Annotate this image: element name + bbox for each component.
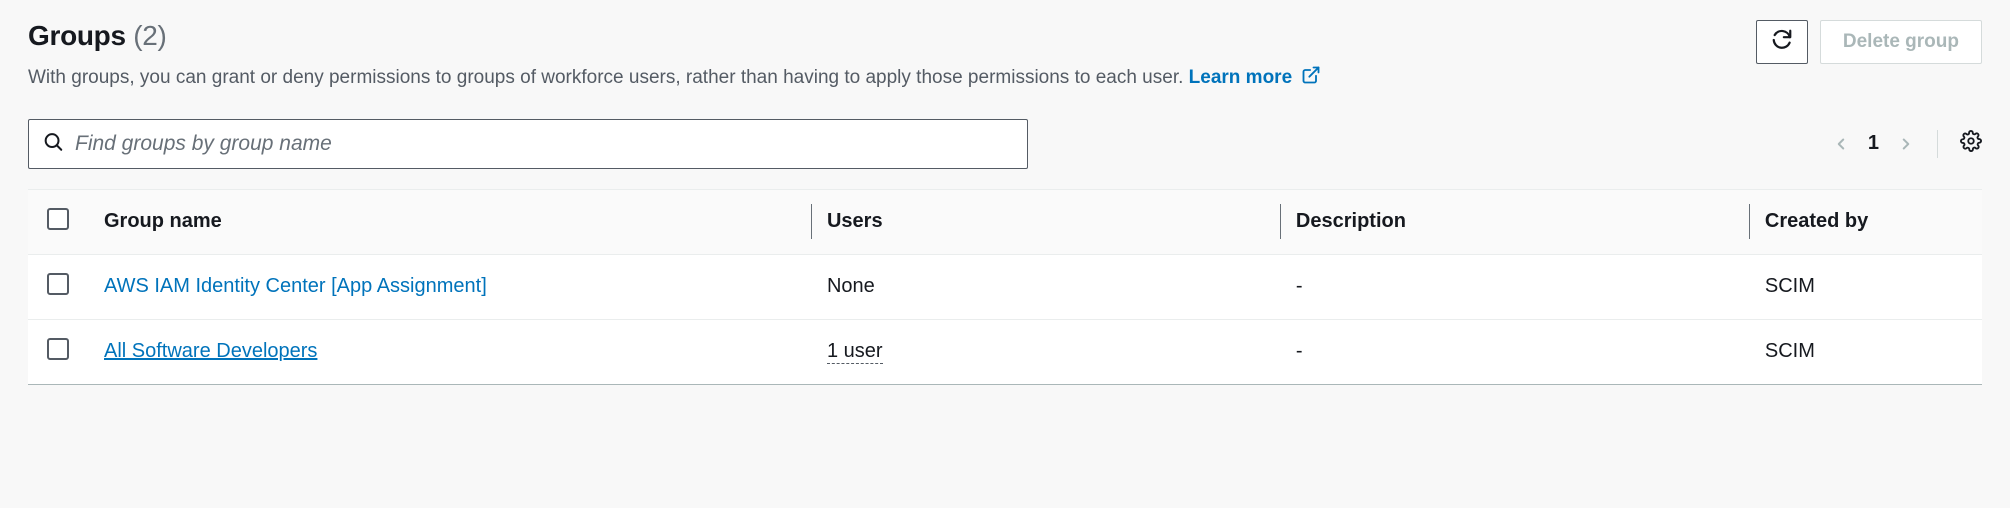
groups-table: Group name Users Description Created by … <box>28 190 1982 384</box>
cell-description: - <box>1280 319 1749 384</box>
table-row: All Software Developers 1 user -SCIM <box>28 319 1982 384</box>
row-checkbox[interactable] <box>47 338 69 360</box>
users-value: 1 user <box>827 340 883 364</box>
table-header-row: Group name Users Description Created by <box>28 190 1982 255</box>
pager-divider <box>1937 130 1938 158</box>
groups-panel: Groups (2) Delete group With groups, you… <box>0 0 2010 385</box>
page-description: With groups, you can grant or deny permi… <box>28 64 1982 95</box>
prev-page-button[interactable] <box>1832 135 1850 153</box>
title-block: Groups (2) <box>28 20 1756 60</box>
cell-created-by: SCIM <box>1749 254 1982 319</box>
header-group-name[interactable]: Group name <box>88 190 811 255</box>
table-row: AWS IAM Identity Center [App Assignment]… <box>28 254 1982 319</box>
pagination: 1 <box>1832 130 1982 158</box>
description-text: With groups, you can grant or deny permi… <box>28 67 1183 88</box>
header-created-by[interactable]: Created by <box>1749 190 1982 255</box>
gear-icon <box>1960 130 1982 157</box>
header-description[interactable]: Description <box>1280 190 1749 255</box>
row-checkbox[interactable] <box>47 273 69 295</box>
cell-created-by: SCIM <box>1749 319 1982 384</box>
cell-users: 1 user <box>811 319 1280 384</box>
refresh-button[interactable] <box>1756 20 1808 64</box>
row-checkbox-cell <box>28 254 88 319</box>
page-title: Groups (2) <box>28 20 1756 52</box>
select-all-checkbox[interactable] <box>47 208 69 230</box>
cell-group-name: All Software Developers <box>88 319 811 384</box>
external-link-icon <box>1301 65 1321 95</box>
cell-description: - <box>1280 254 1749 319</box>
settings-button[interactable] <box>1960 130 1982 157</box>
header-checkbox-cell <box>28 190 88 255</box>
search-wrap <box>28 119 1028 169</box>
groups-table-wrap: Group name Users Description Created by … <box>28 189 1982 385</box>
cell-users: None <box>811 254 1280 319</box>
learn-more-link[interactable]: Learn more <box>1189 67 1322 88</box>
cell-group-name: AWS IAM Identity Center [App Assignment] <box>88 254 811 319</box>
header-row: Groups (2) Delete group <box>28 20 1982 64</box>
learn-more-text: Learn more <box>1189 67 1292 88</box>
header-users[interactable]: Users <box>811 190 1280 255</box>
delete-group-button[interactable]: Delete group <box>1820 20 1982 64</box>
search-row: 1 <box>28 119 1982 169</box>
refresh-icon <box>1771 28 1793 56</box>
title-text: Groups <box>28 20 126 51</box>
title-count: (2) <box>133 20 166 51</box>
group-name-link[interactable]: AWS IAM Identity Center [App Assignment] <box>104 275 487 297</box>
search-input[interactable] <box>28 119 1028 169</box>
delete-group-label: Delete group <box>1843 31 1959 53</box>
row-checkbox-cell <box>28 319 88 384</box>
page-number: 1 <box>1868 132 1879 155</box>
action-buttons: Delete group <box>1756 20 1982 64</box>
next-page-button[interactable] <box>1897 135 1915 153</box>
group-name-link[interactable]: All Software Developers <box>104 340 317 362</box>
users-value: None <box>827 275 875 297</box>
